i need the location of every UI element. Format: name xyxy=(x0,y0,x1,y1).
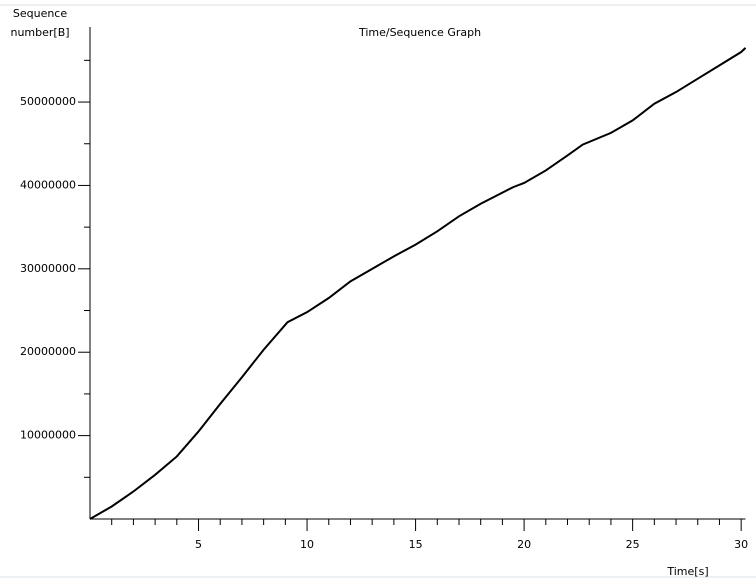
data-line xyxy=(89,47,747,520)
x-axis-label: Time[s] xyxy=(666,565,708,578)
x-tick-label: 25 xyxy=(626,538,640,551)
y-tick-label: 50000000 xyxy=(20,95,76,108)
y-tick-label: 20000000 xyxy=(20,345,76,358)
x-tick-label: 10 xyxy=(300,538,314,551)
y-axis-label: Sequence xyxy=(13,7,67,20)
x-tick-label: 30 xyxy=(734,538,748,551)
chart-title: Time/Sequence Graph xyxy=(358,26,481,39)
y-tick-label: 10000000 xyxy=(20,429,76,442)
x-tick-label: 15 xyxy=(409,538,423,551)
y-tick-label: 30000000 xyxy=(20,262,76,275)
x-tick-label: 5 xyxy=(195,538,202,551)
x-tick-label: 20 xyxy=(517,538,531,551)
y-tick-label: 40000000 xyxy=(20,178,76,191)
y-axis-label: number[B] xyxy=(10,26,69,39)
